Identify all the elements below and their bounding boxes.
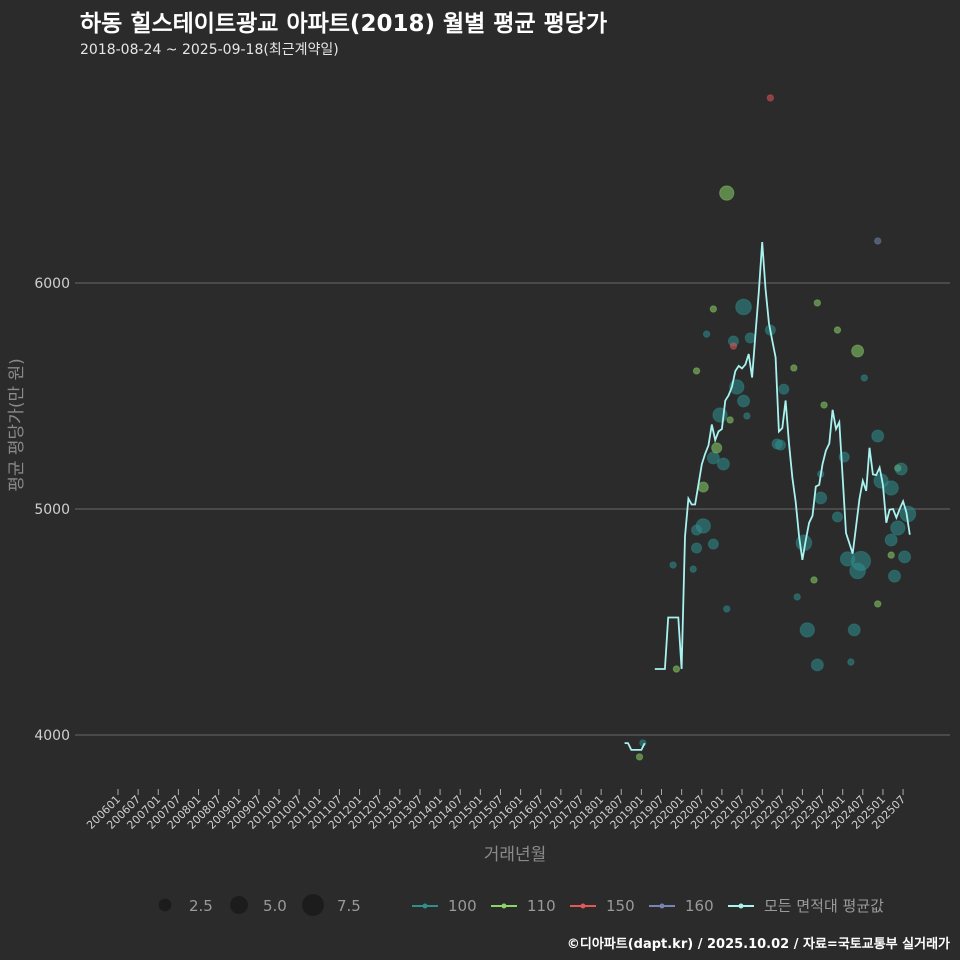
data-point-100 bbox=[883, 480, 899, 496]
data-point-100 bbox=[888, 569, 901, 583]
data-point-100 bbox=[884, 533, 898, 547]
legend-size-label: 2.5 bbox=[189, 897, 213, 915]
legend-size-swatch bbox=[158, 898, 172, 912]
data-point-110 bbox=[790, 364, 798, 372]
data-point-110 bbox=[726, 416, 734, 424]
data-point-110 bbox=[887, 551, 895, 559]
average-price-line bbox=[624, 742, 646, 751]
data-point-100 bbox=[743, 412, 751, 420]
data-point-100 bbox=[689, 565, 697, 573]
data-point-100 bbox=[810, 658, 824, 672]
y-axis-title: 평균 평당가(만 원) bbox=[7, 358, 27, 492]
legend-label-160: 160 bbox=[685, 897, 714, 915]
average-line bbox=[624, 242, 911, 751]
data-point-100 bbox=[669, 561, 677, 569]
data-point-110 bbox=[692, 367, 701, 375]
data-point-100 bbox=[723, 605, 731, 613]
data-point-100 bbox=[737, 394, 751, 408]
legend-label-avg: 모든 면적대 평균값 bbox=[764, 897, 884, 915]
chart-title: 하동 힐스테이트광교 아파트(2018) 월별 평균 평당가 bbox=[80, 11, 608, 37]
legend-label-110: 110 bbox=[527, 897, 556, 915]
data-point-110 bbox=[820, 401, 828, 409]
y-tick-label: 6000 bbox=[34, 276, 70, 292]
legend-dot-avg bbox=[738, 903, 744, 909]
y-tick-label: 5000 bbox=[34, 502, 70, 518]
legend-size-swatch bbox=[302, 894, 324, 916]
data-point-100 bbox=[847, 658, 855, 666]
x-axis-ticks: 2006012006072007012007072008012008072009… bbox=[84, 789, 908, 832]
data-point-100 bbox=[707, 538, 719, 550]
data-point-110 bbox=[697, 481, 709, 493]
data-point-110 bbox=[874, 600, 882, 608]
data-point-150 bbox=[766, 94, 775, 102]
legend-label-100: 100 bbox=[448, 897, 477, 915]
legend-size-swatch bbox=[230, 896, 248, 914]
data-point-110 bbox=[711, 442, 723, 454]
data-point-110 bbox=[719, 185, 735, 201]
legend: 2.5 5.0 7.5 100 110 150 160 모든 면적대 평균값 bbox=[158, 894, 884, 916]
data-point-100 bbox=[898, 550, 912, 564]
data-point-100 bbox=[850, 550, 872, 572]
legend-dot-110 bbox=[501, 903, 507, 909]
data-point-100 bbox=[894, 462, 908, 476]
data-point-100 bbox=[799, 622, 815, 638]
data-point-100 bbox=[744, 332, 756, 344]
data-point-160 bbox=[874, 237, 882, 245]
data-point-100 bbox=[860, 374, 869, 382]
data-point-100 bbox=[871, 429, 885, 443]
data-point-110 bbox=[851, 344, 865, 358]
average-price-line bbox=[654, 242, 911, 670]
legend-size-label: 5.0 bbox=[263, 897, 287, 915]
data-point-100 bbox=[706, 451, 720, 465]
chart-subtitle: 2018-08-24 ~ 2025-09-18(최근계약일) bbox=[80, 42, 339, 58]
data-point-110 bbox=[709, 305, 718, 313]
legend-dot-100 bbox=[422, 903, 428, 909]
data-point-110 bbox=[635, 753, 644, 761]
data-point-110 bbox=[672, 665, 681, 673]
legend-dot-150 bbox=[580, 903, 586, 909]
scatter-points bbox=[635, 94, 917, 761]
data-point-100 bbox=[702, 330, 711, 338]
y-axis-ticks: 4000 5000 6000 bbox=[34, 276, 70, 744]
legend-label-150: 150 bbox=[606, 897, 635, 915]
gridlines bbox=[75, 282, 950, 736]
y-tick-label: 4000 bbox=[34, 728, 70, 744]
data-point-100 bbox=[831, 511, 844, 523]
data-point-100 bbox=[695, 518, 711, 534]
data-point-100 bbox=[774, 439, 786, 451]
data-point-100 bbox=[847, 623, 861, 637]
data-point-100 bbox=[716, 457, 730, 471]
footer-credit: ©디아파트(dapt.kr) / 2025.10.02 / 자료=국토교통부 실… bbox=[566, 937, 950, 952]
data-point-110 bbox=[833, 326, 842, 334]
legend-dot-160 bbox=[659, 903, 665, 909]
data-point-110 bbox=[810, 576, 818, 584]
data-point-100 bbox=[890, 520, 906, 536]
data-point-100 bbox=[735, 298, 752, 316]
data-point-110 bbox=[813, 299, 822, 307]
data-point-150 bbox=[729, 342, 738, 350]
legend-size-label: 7.5 bbox=[337, 897, 361, 915]
data-point-100 bbox=[814, 491, 828, 505]
data-point-100 bbox=[691, 542, 703, 554]
data-point-100 bbox=[778, 383, 790, 395]
data-point-100 bbox=[793, 593, 801, 601]
x-axis-title: 거래년월 bbox=[484, 845, 547, 865]
